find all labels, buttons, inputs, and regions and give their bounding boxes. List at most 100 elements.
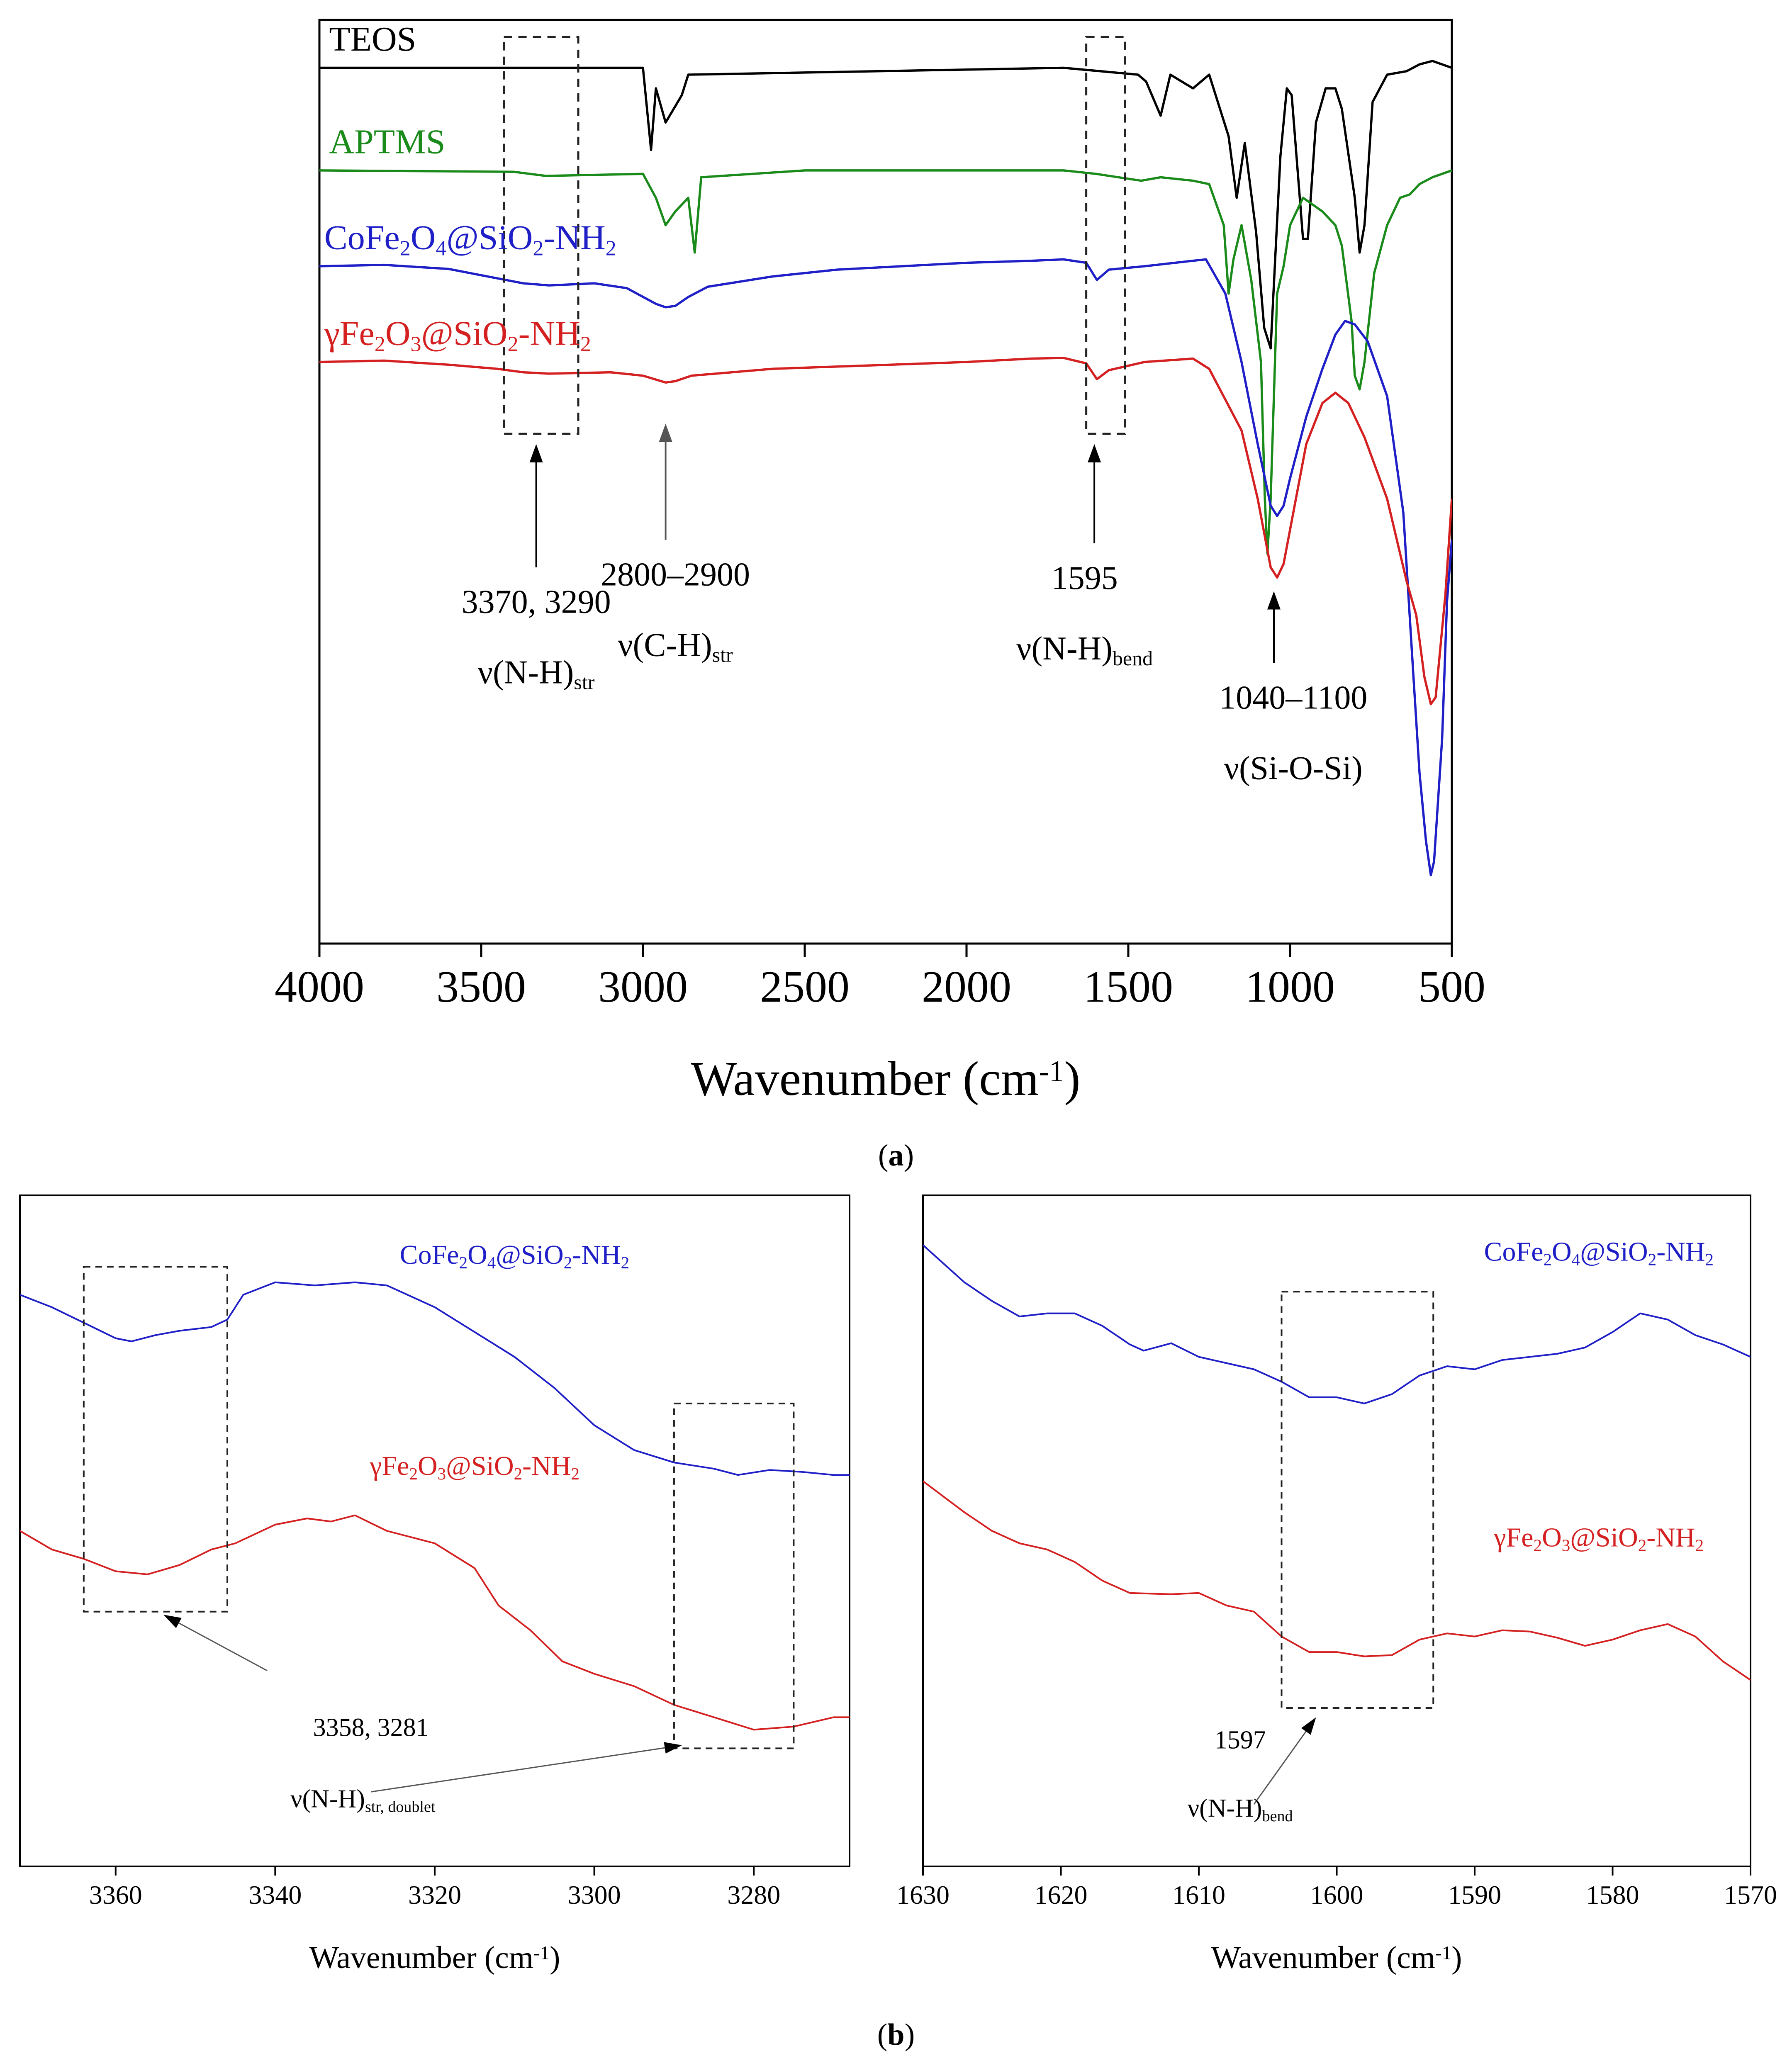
- annotation-text-part: 3358, 3281: [313, 1713, 429, 1742]
- x-tick-label: 3280: [727, 1880, 780, 1910]
- dashed-highlight-box: [503, 36, 579, 435]
- dashed-highlight-box: [673, 1402, 795, 1749]
- series-label-gFe2O3-part: 2: [514, 1465, 523, 1484]
- series-label-TEOS-part: TEOS: [329, 20, 416, 58]
- series-label-APTMS-part: APTMS: [329, 123, 445, 161]
- x-axis-label-part: -1: [1039, 1054, 1064, 1088]
- series-label-CoFe2O4-part: @SiO: [1580, 1236, 1648, 1267]
- series-label-CoFe2O4-part: -NH: [1656, 1236, 1705, 1267]
- series-label-gFe2O3-part: 2: [571, 1465, 579, 1484]
- series-label-gFe2O3-part: 2: [580, 332, 591, 356]
- series-label-CoFe2O4-part: -NH: [543, 219, 605, 257]
- annotation-arrow-head: [163, 1615, 182, 1628]
- series-label-CoFe2O4-part: CoFe: [400, 1240, 459, 1270]
- annotation-text-part: str: [574, 671, 594, 694]
- series-label-TEOS: TEOS: [329, 20, 416, 58]
- annotation-text: ν(N-H)bend: [1188, 1794, 1293, 1825]
- annotation-text: 3370, 3290: [462, 584, 611, 620]
- series-label-gFe2O3-part: 2: [1695, 1536, 1704, 1555]
- panel-a-caption: (a): [878, 1139, 914, 1173]
- series-label-gFe2O3: γFe2O3@SiO2-NH2: [369, 1451, 579, 1483]
- x-tick-label: 1570: [1724, 1880, 1777, 1910]
- annotation-text-part: str: [712, 643, 733, 667]
- series-label-CoFe2O4-part: @SiO: [496, 1240, 564, 1270]
- x-tick-label: 1590: [1448, 1880, 1501, 1910]
- annotation-arrow-shaft: [1253, 1731, 1307, 1805]
- series-label-gFe2O3: γFe2O3@SiO2-NH2: [1493, 1522, 1704, 1555]
- annotation-text: 2800–2900: [601, 557, 750, 593]
- caption-b-open: (: [877, 2018, 888, 2052]
- series-label-CoFe2O4-part: 2: [1705, 1250, 1714, 1269]
- series-label-CoFe2O4-part: 2: [459, 1253, 468, 1272]
- annotation-text-part: ν(C-H): [618, 627, 712, 664]
- annotation-arrow-head: [1088, 444, 1101, 462]
- dashed-highlight-box: [1281, 1291, 1434, 1709]
- series-line-CoFe2O4: [923, 1244, 1751, 1404]
- series-label-CoFe2O4-part: -NH: [572, 1240, 621, 1270]
- series-label-gFe2O3-part: O: [418, 1451, 438, 1481]
- panel-b-right-chart: 1630 1620 1610 1600 1590 1580 1570 Wavenumber (…: [896, 1194, 1777, 1975]
- series-line-gFe2O3: [20, 1514, 850, 1731]
- caption-a-letter: a: [889, 1139, 904, 1173]
- annotation-text-part: 1597: [1215, 1726, 1266, 1754]
- panel-b-caption: (b): [877, 2018, 915, 2052]
- x-tick-label: 1620: [1035, 1880, 1088, 1910]
- series-label-gFe2O3-part: @SiO: [1570, 1522, 1638, 1552]
- annotation-arrow-head: [664, 1742, 682, 1754]
- annotation-text-part: 1595: [1052, 560, 1118, 596]
- x-axis-label-part: Wavenumber (cm: [1211, 1940, 1435, 1975]
- annotation-text: 3358, 3281: [313, 1713, 429, 1742]
- series-label-gFe2O3-part: γFe: [324, 314, 375, 353]
- series-label-gFe2O3-part: γFe: [1493, 1522, 1533, 1552]
- panel-a-ftir-chart: 4000 3500 3000 2500 2000 1500 1000 500 Wavenumbe…: [275, 19, 1485, 1106]
- plot-frame: [318, 19, 1453, 945]
- x-tick-label: 1610: [1172, 1880, 1225, 1910]
- series-label-APTMS: APTMS: [329, 123, 445, 161]
- series-label-CoFe2O4-part: 2: [1648, 1250, 1657, 1269]
- series-line-CoFe2O4: [319, 258, 1452, 876]
- annotation-text-part: ν(Si-O-Si): [1224, 750, 1363, 787]
- annotation-arrow-head: [1267, 591, 1281, 610]
- x-axis-label-part: ): [1451, 1940, 1462, 1975]
- annotation-text-part: ν(N-H): [478, 654, 574, 691]
- x-tick-label: 3320: [408, 1880, 461, 1910]
- x-axis-label-part: ): [550, 1940, 560, 1975]
- series-label-gFe2O3-part: 2: [409, 1465, 418, 1484]
- x-tick-label: 1600: [1310, 1880, 1363, 1910]
- series-label-CoFe2O4-part: O: [467, 1240, 487, 1270]
- annotation-text-part: ν(N-H): [1016, 630, 1113, 667]
- x-tick-label: 500: [1418, 962, 1485, 1012]
- x-axis-label-part: -1: [1435, 1942, 1451, 1964]
- series-label-gFe2O3-part: 2: [1638, 1536, 1647, 1555]
- annotation-arrow-head: [659, 423, 672, 442]
- series-label-gFe2O3-part: γFe: [369, 1451, 409, 1481]
- annotation-text-part: ν(N-H): [290, 1785, 365, 1813]
- series-label-CoFe2O4-part: 2: [564, 1253, 572, 1272]
- x-tick-label: 1580: [1586, 1880, 1639, 1910]
- series-label-gFe2O3-part: O: [1542, 1522, 1562, 1552]
- annotation-arrow-head: [529, 444, 543, 462]
- x-tick-label: 2500: [760, 962, 850, 1012]
- series-line-gFe2O3: [319, 357, 1452, 706]
- annotation-text: 1597: [1215, 1726, 1266, 1754]
- series-label-gFe2O3-part: 2: [508, 332, 519, 356]
- annotation-text-part: ν(N-H): [1188, 1794, 1262, 1822]
- series-line-APTMS: [319, 169, 1452, 555]
- series-label-CoFe2O4-part: @SiO: [446, 219, 533, 257]
- series-label-CoFe2O4: CoFe2O4@SiO2-NH2: [324, 219, 616, 260]
- series-label-CoFe2O4-part: 2: [621, 1253, 630, 1272]
- x-tick-label: 2000: [922, 962, 1011, 1012]
- series-label-CoFe2O4: CoFe2O4@SiO2-NH2: [1484, 1236, 1714, 1269]
- series-label-CoFe2O4-part: 4: [436, 236, 446, 260]
- annotation-text: ν(Si-O-Si): [1224, 750, 1363, 787]
- dashed-highlight-box: [1085, 36, 1126, 435]
- caption-a-open: (: [878, 1139, 889, 1173]
- x-axis-label: Wavenumber (cm-1): [309, 1940, 560, 1975]
- dashed-highlight-box: [83, 1266, 228, 1613]
- x-axis-label: Wavenumber (cm-1): [1211, 1940, 1462, 1975]
- x-tick-label: 3000: [598, 962, 688, 1012]
- series-label-gFe2O3-part: 3: [438, 1465, 446, 1484]
- series-label-CoFe2O4-part: 4: [1572, 1250, 1580, 1269]
